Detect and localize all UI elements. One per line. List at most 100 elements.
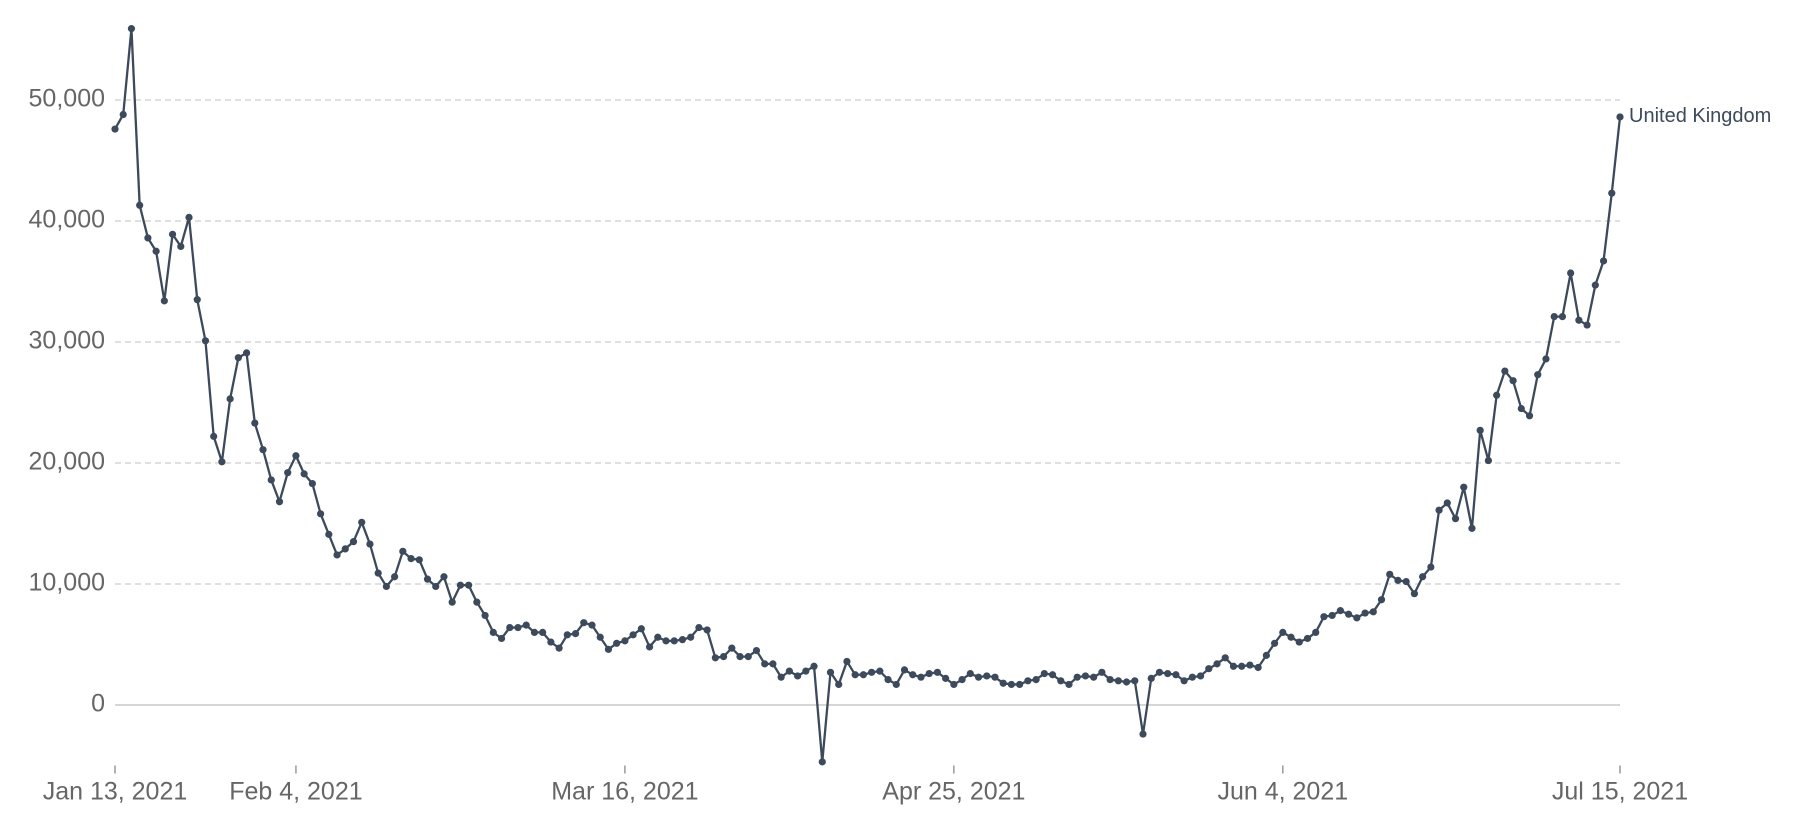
data-point <box>1254 663 1262 672</box>
data-point <box>1509 377 1517 385</box>
data-point <box>1542 355 1550 363</box>
data-point <box>695 623 703 632</box>
data-point <box>1287 633 1295 641</box>
data-point <box>1599 257 1608 265</box>
data-point <box>382 582 390 591</box>
data-point <box>687 633 695 641</box>
data-point <box>1419 573 1427 581</box>
data-point <box>530 628 539 637</box>
data-point <box>1476 426 1484 434</box>
x-tick-label: Jun 4, 2021 <box>1217 778 1348 806</box>
data-point <box>884 675 892 684</box>
x-tick-label: Jul 15, 2021 <box>1552 778 1688 806</box>
data-point <box>1098 668 1106 676</box>
data-point <box>144 234 152 242</box>
data-point <box>1279 628 1287 637</box>
data-point <box>1517 404 1525 413</box>
data-point <box>1270 639 1279 647</box>
data-point <box>1484 456 1493 465</box>
data-point <box>1410 590 1418 598</box>
data-point <box>802 667 810 675</box>
data-point <box>325 530 333 538</box>
data-point <box>1016 680 1024 689</box>
data-point <box>1172 671 1180 679</box>
data-point <box>580 619 588 627</box>
data-point <box>1188 673 1196 681</box>
data-point <box>942 674 950 682</box>
data-point <box>1460 483 1468 491</box>
data-point <box>366 540 374 548</box>
data-point <box>111 125 119 133</box>
data-point <box>456 581 465 589</box>
data-point <box>588 621 596 629</box>
data-point <box>1575 316 1583 324</box>
data-point <box>728 644 736 652</box>
data-point <box>226 395 234 403</box>
data-point <box>950 680 958 689</box>
data-point <box>613 639 621 647</box>
data-point <box>1229 662 1238 670</box>
data-point <box>1369 608 1377 616</box>
data-point <box>160 297 168 305</box>
data-point <box>1312 628 1320 637</box>
y-tick-label: 20,000 <box>29 448 105 476</box>
data-point <box>736 653 744 661</box>
data-point <box>1295 638 1303 646</box>
data-point <box>1427 563 1435 571</box>
data-point <box>218 458 226 466</box>
data-point <box>958 675 966 684</box>
data-point <box>1567 269 1575 277</box>
data-point <box>448 598 456 606</box>
data-point <box>662 637 670 645</box>
x-tick-label: Jan 13, 2021 <box>43 778 188 806</box>
data-point <box>1303 634 1312 643</box>
data-point <box>1451 515 1460 523</box>
x-tick-label: Feb 4, 2021 <box>229 778 362 806</box>
data-point <box>341 545 349 553</box>
data-point <box>1073 673 1081 681</box>
data-point <box>1032 675 1040 684</box>
data-point <box>645 643 654 651</box>
data-point <box>900 666 909 674</box>
data-point <box>407 554 415 563</box>
data-point <box>1057 677 1065 685</box>
data-point <box>1007 680 1016 689</box>
data-point <box>1196 672 1205 680</box>
series-label: United Kingdom <box>1629 105 1771 127</box>
data-point <box>604 645 613 653</box>
data-point <box>1501 367 1509 375</box>
data-point <box>563 631 571 639</box>
data-point <box>333 551 341 559</box>
data-point <box>826 668 835 676</box>
data-point <box>473 598 481 606</box>
data-point <box>670 637 678 645</box>
data-point <box>999 679 1007 687</box>
data-point <box>423 575 432 583</box>
data-point <box>440 573 448 581</box>
data-point <box>917 673 925 681</box>
data-point <box>1262 651 1270 659</box>
data-point <box>465 581 473 589</box>
data-point <box>868 668 876 676</box>
data-point <box>629 631 637 639</box>
data-point <box>1345 610 1353 618</box>
data-point <box>621 637 629 645</box>
data-point <box>1534 371 1542 379</box>
data-point <box>571 630 580 638</box>
data-point <box>201 337 210 345</box>
data-point <box>547 638 555 646</box>
data-point <box>991 673 999 681</box>
data-point <box>1608 189 1616 197</box>
data-point <box>259 446 267 454</box>
data-point <box>489 628 497 637</box>
data-point <box>152 247 160 255</box>
data-point <box>1361 609 1369 617</box>
data-point <box>1040 669 1048 678</box>
data-point <box>119 110 127 119</box>
data-point <box>785 667 793 675</box>
data-point <box>1147 674 1155 682</box>
data-point <box>415 556 423 564</box>
data-point <box>678 636 687 644</box>
data-point <box>974 673 983 681</box>
